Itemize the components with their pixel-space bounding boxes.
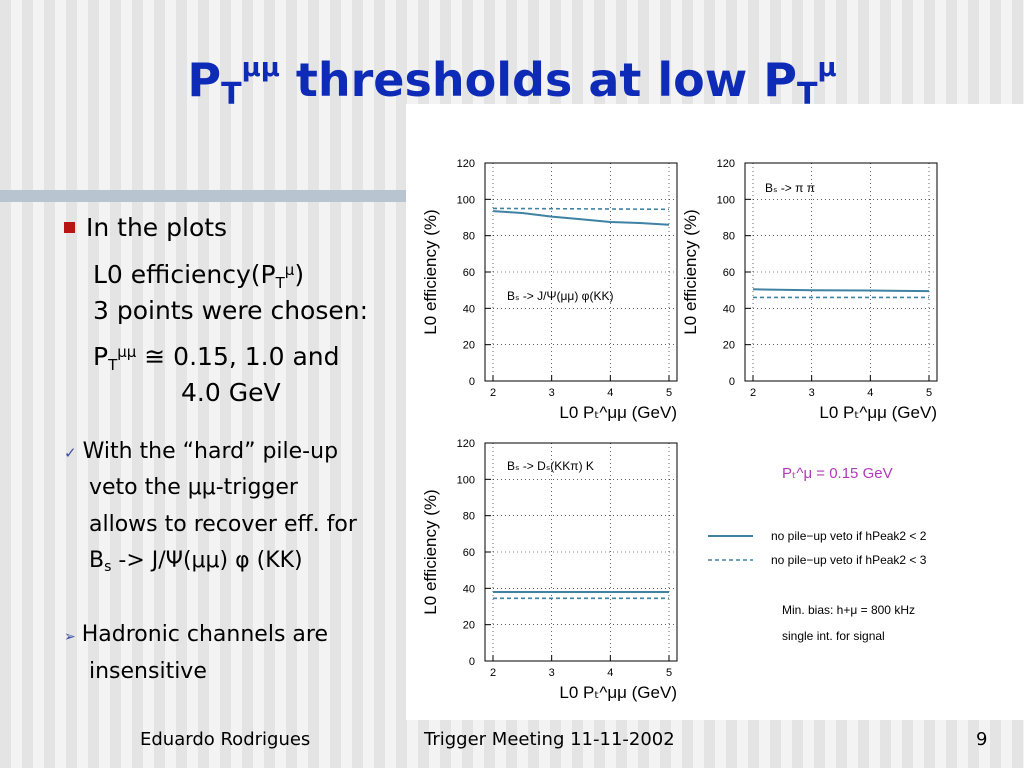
y-tick-label: 60 [463,547,475,559]
x-axis-label: L0 Pₜ^μμ (GeV) [819,403,937,422]
legend-note: Min. bias: h+μ = 800 kHz [782,603,915,617]
x-tick-label: 5 [666,667,672,679]
x-tick-label: 2 [490,387,496,399]
check-item-line: veto the μμ-trigger [89,475,298,500]
check-item-line: Bs -> J/Ψ(μμ) φ (KK) [89,548,303,575]
y-tick-label: 80 [463,511,475,523]
arrow-bullet-icon: ➢ [64,629,76,645]
y-tick-label: 60 [723,267,735,279]
legend-entry-label: no pile−up veto if hPeak2 < 2 [771,529,927,543]
x-tick-label: 4 [607,387,613,399]
legend: Pₜ^μ = 0.15 GeV no pile−up veto if hPeak… [708,465,927,643]
square-bullet-icon [64,222,75,233]
y-axis-label: L0 efficiency (%) [421,489,440,614]
y-tick-label: 80 [463,231,475,243]
y-tick-label: 20 [463,340,475,352]
x-axis-label: L0 Pₜ^μμ (GeV) [559,403,677,422]
y-tick-label: 0 [469,376,475,388]
bullet-line: 3 points were chosen: [93,296,369,325]
y-tick-label: 60 [463,267,475,279]
x-tick-label: 4 [607,667,613,679]
y-tick-label: 100 [717,194,735,206]
efficiency-chart-ds-k: 0 20 40 60 80 100 120 2 3 4 5 Bₛ -> Dₛ(KKπ) K L0 Pₜ^… [421,438,678,702]
x-tick-label: 4 [867,387,873,399]
y-tick-label: 100 [457,194,475,206]
efficiency-chart-pi-pi: 0 20 40 60 80 100 120 2 3 4 5 Bₛ -> π π L0 Pₜ^μμ (Ge… [681,158,938,422]
bullet-line: 4.0 GeV [181,378,281,407]
x-tick-label: 2 [490,667,496,679]
legend-title: Pₜ^μ = 0.15 GeV [782,465,893,482]
y-tick-label: 40 [723,303,735,315]
x-tick-label: 3 [809,387,815,399]
series-line-dashed [492,207,670,211]
y-axis-label: L0 efficiency (%) [421,209,440,334]
checkmark-icon: ✓ [64,444,77,462]
plot-annotation: Bₛ -> J/Ψ(μμ) φ(KK) [507,289,613,303]
y-axis-label: L0 efficiency (%) [681,209,700,334]
x-tick-label: 3 [549,667,555,679]
arrow-item-line: ➢ Hadronic channels are [64,622,328,647]
y-tick-label: 0 [469,656,475,668]
legend-note: single int. for signal [782,629,885,643]
bullet-line: In the plots [64,213,227,243]
y-tick-label: 0 [729,376,735,388]
plot-annotation: Bₛ -> Dₛ(KKπ) K [507,459,594,473]
y-tick-label: 20 [463,620,475,632]
y-tick-label: 120 [717,158,735,170]
x-axis-label: L0 Pₜ^μμ (GeV) [559,683,677,702]
legend-entry-label: no pile−up veto if hPeak2 < 3 [771,553,927,567]
y-tick-label: 120 [457,438,475,450]
y-tick-label: 40 [463,583,475,595]
arrow-item-line: insensitive [89,659,207,684]
y-tick-label: 80 [723,231,735,243]
slide-title: PTμμ thresholds at low PTμ [187,53,837,112]
page-number: 9 [976,729,988,750]
y-tick-label: 100 [457,474,475,486]
plot-annotation: Bₛ -> π π [765,181,815,195]
x-tick-label: 5 [666,387,672,399]
efficiency-chart-jpsi-phi: 0 20 40 60 80 100 120 2 3 4 5 Bₛ -> J/Ψ(μμ) φ(KK) L0… [421,158,678,422]
x-tick-label: 2 [750,387,756,399]
footer-meeting: Trigger Meeting 11-11-2002 [424,729,675,750]
x-tick-label: 3 [549,387,555,399]
x-tick-label: 5 [926,387,932,399]
check-item-line: allows to recover eff. for [89,512,357,537]
check-item-line: ✓ With the “hard” pile-up [64,439,339,464]
bullet-line: L0 efficiency(PTμ) [93,260,305,292]
y-tick-label: 20 [723,340,735,352]
series-line-solid [492,210,670,226]
y-tick-label: 40 [463,303,475,315]
y-tick-label: 120 [457,158,475,170]
series-line-solid [752,288,930,293]
footer-author: Eduardo Rodrigues [140,729,311,750]
bullet-line: PTμμ ≅ 0.15, 1.0 and [93,342,340,374]
